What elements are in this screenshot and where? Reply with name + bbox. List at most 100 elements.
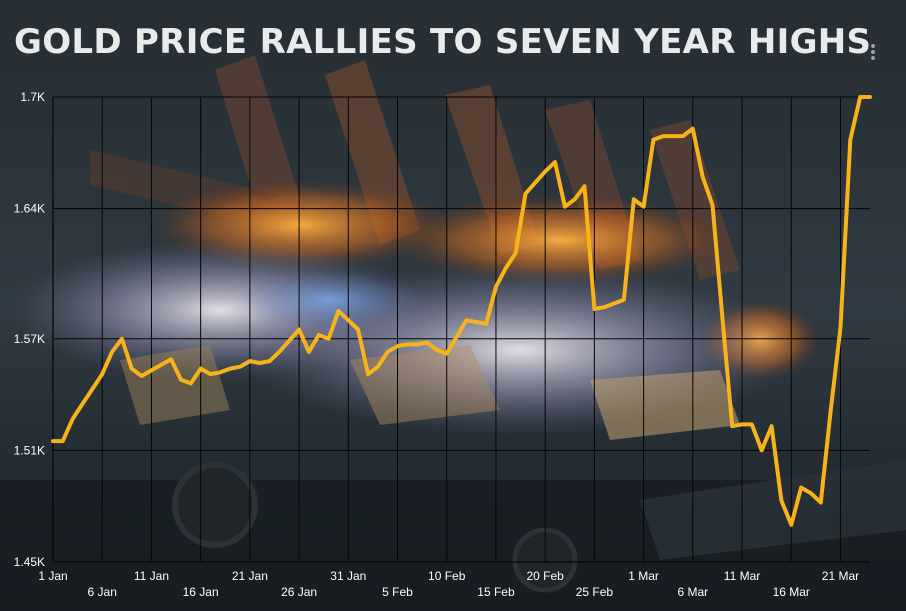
data-point[interactable] [728,422,736,430]
data-point[interactable] [384,348,392,356]
x-tick-label: 1 Jan [38,569,67,583]
data-point[interactable] [807,489,815,497]
data-point[interactable] [472,318,480,326]
data-point[interactable] [344,316,352,324]
x-tick-label: 6 Mar [677,585,708,599]
data-point[interactable] [177,376,185,384]
data-point[interactable] [79,400,87,408]
data-point[interactable] [423,339,431,347]
data-point[interactable] [581,182,589,190]
x-tick-label: 20 Feb [526,569,564,583]
data-point[interactable] [640,203,648,211]
data-point[interactable] [482,320,490,328]
data-point[interactable] [246,357,254,365]
data-point[interactable] [679,132,687,140]
data-point[interactable] [846,136,854,144]
data-point[interactable] [669,132,677,140]
data-point[interactable] [118,335,126,343]
data-point[interactable] [98,370,106,378]
data-point[interactable] [216,368,224,376]
data-point[interactable] [689,125,697,133]
data-point[interactable] [531,179,539,187]
x-tick-label: 16 Mar [773,585,810,599]
data-point[interactable] [590,305,598,313]
data-point[interactable] [787,521,795,529]
data-point[interactable] [866,93,874,101]
y-tick-label: 1.7K [20,90,45,104]
data-point[interactable] [197,365,205,373]
data-point[interactable] [709,201,717,209]
data-point[interactable] [659,132,667,140]
x-tick-label: 1 Mar [628,569,659,583]
data-point[interactable] [453,333,461,341]
data-point[interactable] [797,484,805,492]
vertical-ellipsis-icon[interactable] [868,44,878,64]
data-point[interactable] [551,158,559,166]
data-point[interactable] [88,385,96,393]
data-point[interactable] [374,363,382,371]
data-point[interactable] [147,366,155,374]
data-point[interactable] [620,296,628,304]
data-point[interactable] [817,499,825,507]
x-tick-label: 21 Mar [822,569,859,583]
data-point[interactable] [59,437,67,445]
data-point[interactable] [49,437,57,445]
data-point[interactable] [768,422,776,430]
data-point[interactable] [492,283,500,291]
data-point[interactable] [541,167,549,175]
data-point[interactable] [226,365,234,373]
data-point[interactable] [187,379,195,387]
data-point[interactable] [443,350,451,358]
data-point[interactable] [522,190,530,198]
data-point[interactable] [758,446,766,454]
data-point[interactable] [236,363,244,371]
data-point[interactable] [207,370,215,378]
data-point[interactable] [630,195,638,203]
data-point[interactable] [856,93,864,101]
data-point[interactable] [266,357,274,365]
data-point[interactable] [413,340,421,348]
chart-title: GOLD PRICE RALLIES TO SEVEN YEAR HIGHS [14,22,872,62]
x-tick-label: 11 Mar [724,569,760,583]
data-point[interactable] [403,340,411,348]
data-point[interactable] [699,173,707,181]
data-point[interactable] [354,326,362,334]
data-point[interactable] [285,337,293,345]
data-point[interactable] [462,316,470,324]
data-point[interactable] [502,264,510,272]
y-tick-label: 1.51K [14,443,45,457]
x-tick-label: 26 Jan [281,585,317,599]
data-point[interactable] [827,407,835,415]
data-point[interactable] [295,326,303,334]
data-point[interactable] [777,497,785,505]
data-point[interactable] [157,361,165,369]
data-point[interactable] [649,136,657,144]
data-point[interactable] [256,359,264,367]
data-point[interactable] [108,348,116,356]
data-point[interactable] [69,415,77,423]
data-point[interactable] [364,370,372,378]
data-point[interactable] [610,300,618,308]
data-point[interactable] [837,324,845,332]
x-tick-label: 21 Jan [232,569,268,583]
data-point[interactable] [748,420,756,428]
data-point[interactable] [571,195,579,203]
data-point[interactable] [738,420,746,428]
x-tick-label: 16 Jan [183,585,219,599]
data-point[interactable] [512,249,520,257]
data-point[interactable] [433,346,441,354]
data-point[interactable] [138,372,146,380]
data-point[interactable] [128,365,136,373]
data-point[interactable] [600,303,608,311]
data-point[interactable] [315,331,323,339]
data-point[interactable] [561,203,569,211]
data-point[interactable] [167,355,175,363]
x-tick-label: 5 Feb [382,585,413,599]
data-point[interactable] [335,307,343,315]
data-point[interactable] [718,313,726,321]
data-point[interactable] [325,335,333,343]
data-point[interactable] [305,348,313,356]
data-point[interactable] [394,342,402,350]
data-point[interactable] [275,348,283,356]
